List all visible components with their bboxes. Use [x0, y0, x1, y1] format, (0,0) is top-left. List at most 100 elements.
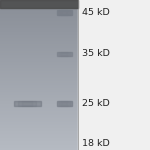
Bar [0, 127, 78, 128]
Bar [0, 136, 78, 137]
Bar [0, 101, 78, 102]
Bar [0, 144, 78, 145]
Bar [0, 67, 78, 68]
Bar [0, 113, 78, 114]
Bar [0, 60, 78, 61]
Bar [0, 110, 78, 111]
Bar [0, 27, 78, 28]
Bar [0, 1, 78, 2]
Bar [0, 74, 78, 75]
Bar [0, 120, 78, 121]
Bar [0, 28, 78, 29]
Bar [0, 2, 78, 3]
Bar [0, 107, 78, 108]
Text: 25 kD: 25 kD [82, 99, 110, 108]
Bar [0, 98, 78, 99]
Bar [0, 22, 78, 23]
Bar [0, 61, 78, 62]
Bar [0, 126, 78, 127]
Bar [0, 92, 78, 93]
Bar [0, 58, 78, 59]
Bar [0, 109, 78, 110]
Bar [0, 29, 78, 30]
Bar [0, 131, 78, 132]
Bar [0, 78, 78, 79]
Bar [0, 39, 78, 40]
Bar [59, 11, 70, 15]
Bar [0, 97, 78, 98]
Bar [0, 57, 78, 58]
Bar [0, 99, 78, 100]
Bar [57, 11, 72, 15]
Bar [0, 0, 78, 8]
Bar [0, 15, 78, 16]
Bar [0, 48, 78, 49]
Bar [0, 130, 78, 131]
Bar [0, 52, 78, 53]
Bar [61, 101, 68, 106]
Bar [0, 16, 78, 17]
Bar [0, 55, 78, 56]
Bar [0, 85, 78, 86]
Bar [0, 95, 78, 96]
Bar [0, 45, 78, 46]
Bar [0, 106, 78, 107]
Bar [0, 114, 78, 115]
Bar [0, 124, 78, 125]
Bar [0, 129, 78, 130]
Bar [0, 146, 78, 147]
Bar [0, 119, 78, 120]
Bar [0, 105, 78, 106]
Bar [0, 3, 78, 4]
Bar [0, 33, 78, 34]
Bar [0, 147, 78, 148]
Bar [0, 50, 78, 51]
Bar [0, 63, 78, 64]
Bar [0, 66, 78, 67]
Bar [0, 84, 78, 85]
Bar [0, 123, 78, 124]
Bar [0, 68, 78, 69]
Bar [0, 44, 78, 45]
Bar [0, 122, 78, 123]
Bar [0, 30, 78, 31]
Bar [0, 11, 78, 12]
Bar [57, 101, 72, 106]
Bar [0, 128, 78, 129]
Bar [0, 137, 78, 138]
Bar [0, 100, 78, 101]
Bar [78, 0, 150, 150]
Bar [0, 86, 78, 87]
Bar [0, 71, 78, 72]
Bar [0, 5, 78, 6]
Bar [0, 6, 78, 7]
Bar [0, 41, 78, 42]
Bar [0, 108, 78, 109]
Bar [0, 73, 78, 74]
Bar [0, 25, 78, 26]
Bar [0, 0, 78, 1]
Bar [0, 12, 78, 13]
Bar [0, 149, 78, 150]
Bar [0, 75, 78, 76]
Bar [0, 54, 78, 55]
Bar [0, 94, 78, 95]
Bar [0, 81, 78, 82]
Bar [0, 37, 78, 38]
Bar [0, 34, 78, 35]
Bar [0, 79, 78, 80]
Bar [0, 104, 78, 105]
Bar [0, 77, 78, 78]
Bar [0, 46, 78, 47]
Bar [0, 117, 78, 118]
Bar [0, 32, 78, 33]
Bar [0, 47, 78, 48]
Bar [0, 72, 78, 73]
Bar [0, 40, 78, 41]
Bar [0, 83, 78, 84]
Bar [0, 140, 78, 141]
Bar [0, 121, 78, 122]
Bar [0, 148, 78, 149]
Bar [0, 8, 78, 9]
Text: 35 kD: 35 kD [82, 50, 110, 58]
